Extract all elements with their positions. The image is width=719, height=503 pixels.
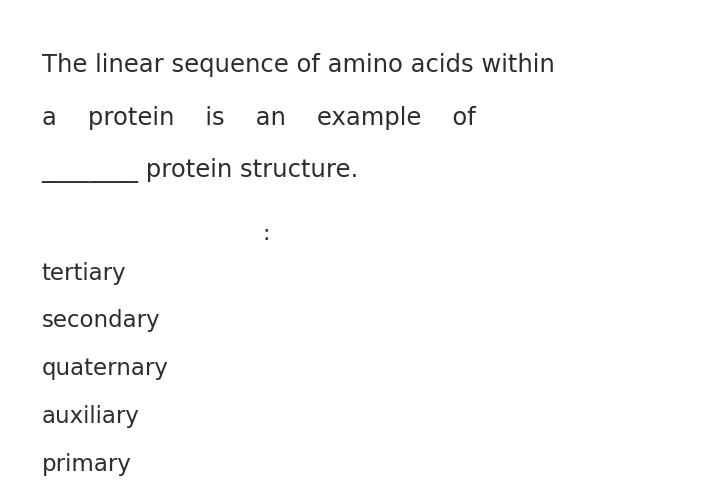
Text: a    protein    is    an    example    of: a protein is an example of bbox=[42, 106, 475, 130]
Text: quaternary: quaternary bbox=[42, 357, 168, 380]
Text: :: : bbox=[262, 224, 270, 244]
Text: The linear sequence of amino acids within: The linear sequence of amino acids withi… bbox=[42, 53, 554, 77]
Text: auxiliary: auxiliary bbox=[42, 405, 139, 428]
Text: secondary: secondary bbox=[42, 309, 160, 332]
Text: tertiary: tertiary bbox=[42, 262, 127, 285]
Text: ________ protein structure.: ________ protein structure. bbox=[42, 158, 359, 184]
Text: primary: primary bbox=[42, 453, 132, 476]
